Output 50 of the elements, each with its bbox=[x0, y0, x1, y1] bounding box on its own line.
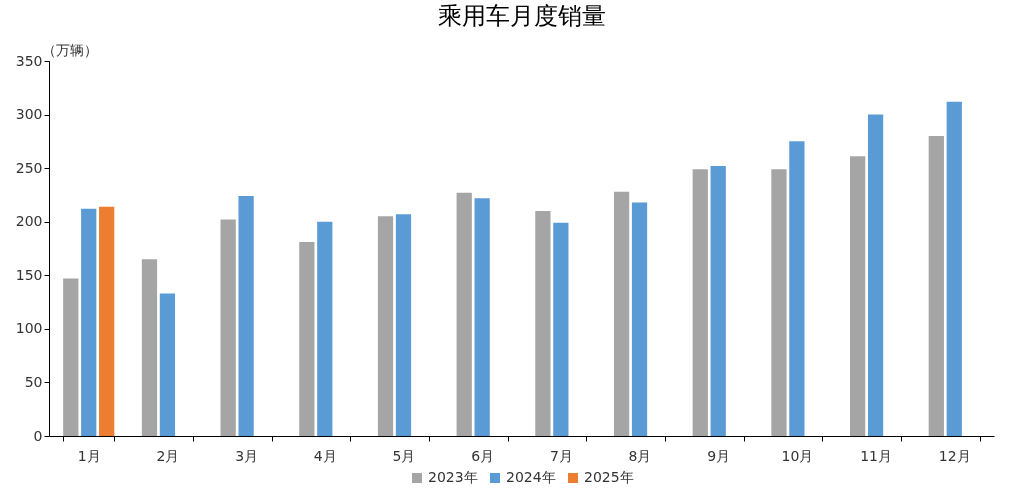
bar bbox=[867, 114, 884, 436]
y-tick-label: 350 bbox=[15, 52, 43, 69]
legend-label: 2025年 bbox=[584, 469, 634, 485]
y-tick-label: 50 bbox=[24, 373, 43, 390]
y-tick-label: 100 bbox=[15, 320, 43, 337]
x-tick-label: 12月 bbox=[938, 447, 971, 464]
bar bbox=[771, 169, 787, 436]
chart-title: 乘用车月度销量 bbox=[437, 2, 606, 30]
y-tick-label: 200 bbox=[15, 213, 43, 230]
bar bbox=[535, 211, 551, 436]
bar bbox=[789, 141, 805, 436]
bar bbox=[81, 208, 97, 436]
x-tick-label: 4月 bbox=[313, 447, 337, 464]
bar bbox=[692, 169, 708, 436]
bar bbox=[317, 221, 333, 436]
x-tick-label: 10月 bbox=[781, 447, 814, 464]
x-tick-label: 2月 bbox=[156, 447, 180, 464]
bar bbox=[141, 259, 158, 436]
x-tick-label: 9月 bbox=[707, 447, 731, 464]
bar bbox=[631, 202, 648, 436]
legend-label: 2023年 bbox=[428, 469, 478, 485]
y-axis-title: （万辆） bbox=[41, 41, 98, 58]
x-tick-label: 5月 bbox=[392, 447, 416, 464]
bar bbox=[710, 166, 726, 436]
bar bbox=[474, 198, 490, 436]
bar bbox=[928, 136, 944, 436]
bar bbox=[613, 191, 630, 436]
bar bbox=[63, 278, 79, 436]
bar bbox=[99, 206, 115, 436]
bar bbox=[395, 214, 412, 436]
x-tick-label: 3月 bbox=[235, 447, 259, 464]
x-tick-label: 11月 bbox=[860, 447, 892, 464]
x-tick-label: 6月 bbox=[471, 447, 495, 464]
legend-label: 2024年 bbox=[506, 469, 556, 485]
y-tick-label: 300 bbox=[15, 106, 43, 123]
bar bbox=[553, 222, 569, 436]
bar bbox=[377, 216, 394, 436]
x-tick-label: 8月 bbox=[628, 447, 652, 464]
x-tick-label: 7月 bbox=[549, 447, 573, 464]
y-tick-label: 0 bbox=[33, 427, 43, 444]
bar bbox=[159, 293, 176, 436]
bar bbox=[238, 196, 254, 436]
x-tick-label: 1月 bbox=[77, 447, 101, 464]
bar bbox=[456, 192, 472, 436]
bar bbox=[220, 219, 236, 436]
bar bbox=[850, 156, 866, 436]
bar bbox=[946, 101, 962, 436]
bar bbox=[299, 242, 315, 436]
y-tick-label: 150 bbox=[15, 266, 43, 283]
y-tick-label: 250 bbox=[15, 159, 43, 176]
